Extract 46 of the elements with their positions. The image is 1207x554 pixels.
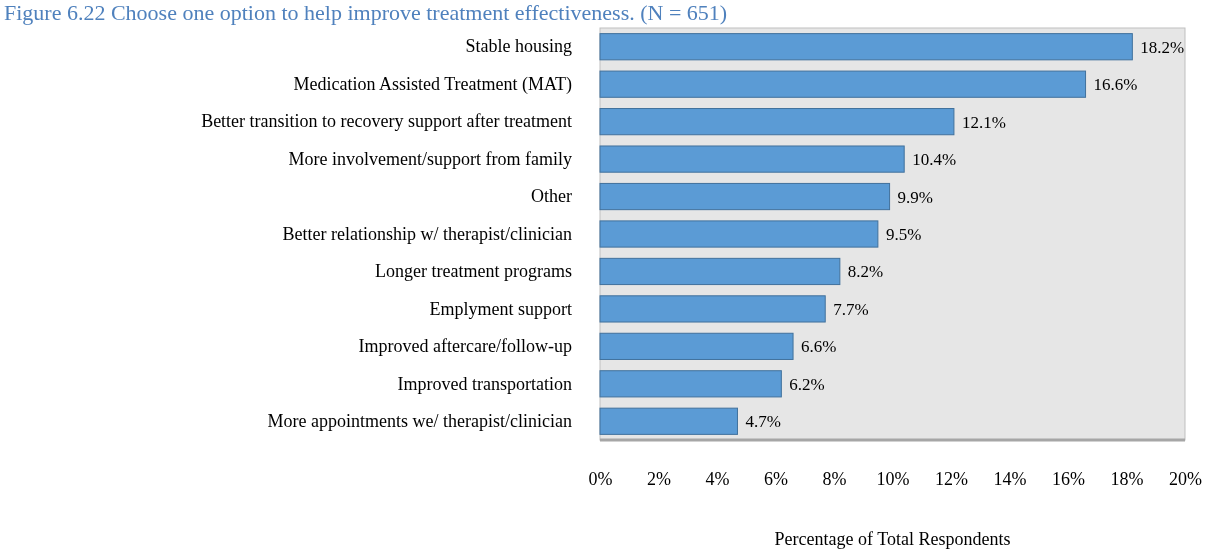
y-tick-label: Other — [531, 186, 572, 207]
data-label: 6.6% — [801, 337, 837, 357]
y-tick-label: More involvement/support from family — [288, 148, 572, 169]
bar — [599, 407, 738, 435]
x-tick-label: 10% — [876, 468, 910, 489]
x-tick-label: 16% — [1052, 468, 1085, 489]
data-label: 4.7% — [745, 412, 781, 432]
x-tick-label: 14% — [993, 468, 1027, 489]
y-tick-label: Improved transportation — [397, 373, 572, 394]
y-tick-label: Stable housing — [465, 36, 572, 57]
y-tick-label: Improved aftercare/follow-up — [358, 336, 572, 357]
x-tick-label: 8% — [822, 468, 847, 489]
data-label: 10.4% — [912, 150, 957, 170]
data-label: 9.9% — [897, 187, 933, 207]
x-tick-label: 12% — [935, 468, 968, 489]
x-tick-label: 2% — [647, 468, 671, 489]
y-tick-label: Emplyment support — [429, 298, 572, 319]
bar — [599, 145, 905, 173]
x-tick-label: 6% — [764, 468, 788, 489]
text: Figure 6.22 Choose one option to help improve treatment effectiveness. (N = 651) — [4, 0, 728, 25]
y-tick-label: Better transition to recovery support after treatment — [201, 111, 572, 132]
bar — [599, 220, 879, 248]
bar — [599, 108, 955, 136]
x-axis-title: Percentage of Total Respondents — [774, 529, 1011, 549]
bar — [599, 295, 826, 323]
x-tick-label: 0% — [588, 468, 613, 489]
data-label: 16.6% — [1093, 75, 1138, 95]
y-tick-label: Medication Assisted Treatment (MAT) — [293, 73, 572, 95]
data-label: 7.7% — [833, 299, 869, 319]
bar — [599, 257, 841, 286]
data-label: 9.5% — [885, 225, 922, 244]
bar — [599, 370, 782, 398]
bar — [599, 33, 1133, 61]
y-tick-label: Better relationship w/ therapist/clinician — [282, 223, 572, 244]
bar — [599, 182, 891, 211]
x-tick-label: 4% — [705, 468, 730, 489]
y-tick-label: More appointments we/ therapist/clinician — [267, 411, 572, 432]
data-label: 6.2% — [789, 374, 825, 394]
data-label: 12.1% — [961, 112, 1006, 132]
bar — [599, 332, 794, 360]
x-tick-label: 20% — [1169, 468, 1202, 489]
x-tick-label: 18% — [1110, 468, 1144, 489]
bar — [599, 70, 1087, 98]
data-label: 18.2% — [1140, 37, 1185, 57]
y-tick-label: Longer treatment programs — [375, 261, 572, 282]
data-label: 8.2% — [847, 262, 884, 282]
